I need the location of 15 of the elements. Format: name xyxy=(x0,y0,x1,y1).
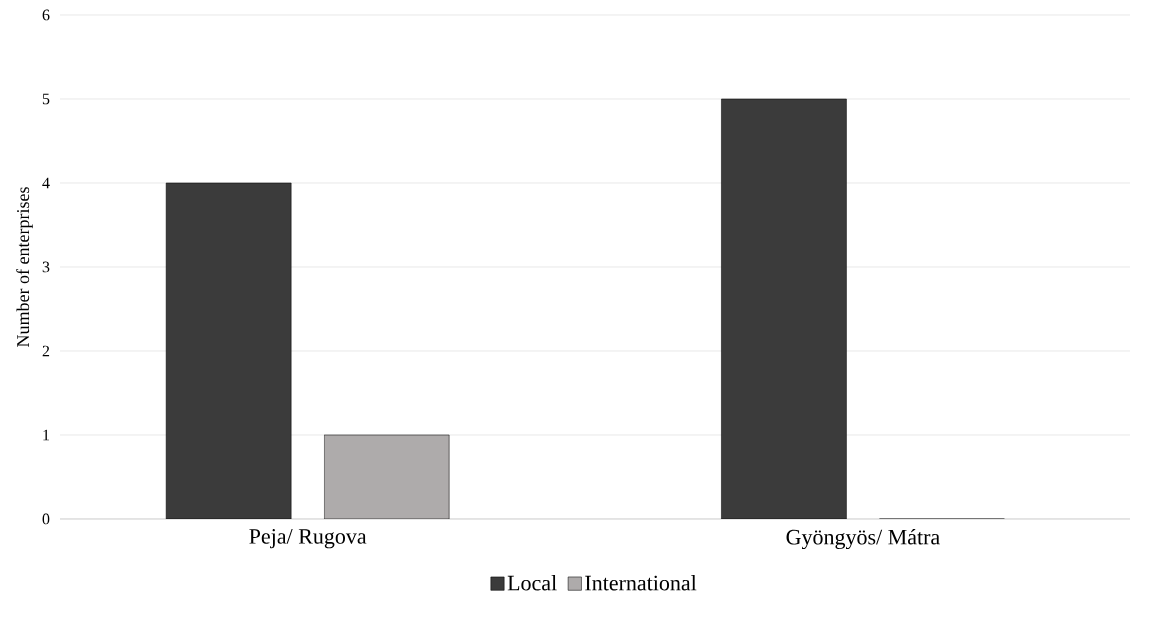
y-tick-label: 6 xyxy=(42,9,50,21)
bar xyxy=(165,182,292,519)
legend-label: International xyxy=(585,574,697,591)
y-tick-label: 1 xyxy=(43,429,50,441)
y-tick-label: 4 xyxy=(42,177,50,189)
y-tick-label: 3 xyxy=(42,261,50,273)
x-tick-label: Gyöngyös/ Mátra xyxy=(786,529,940,550)
y-tick-label: 5 xyxy=(42,93,50,105)
y-axis-title: Number of enterprises xyxy=(16,187,33,347)
y-tick-label: 0 xyxy=(42,513,50,525)
legend-label: Local xyxy=(507,574,557,591)
y-tick-label: 2 xyxy=(42,345,50,357)
x-tick-label: Peja/ Rugova xyxy=(249,529,367,549)
bar xyxy=(721,98,847,519)
bar xyxy=(323,434,450,519)
